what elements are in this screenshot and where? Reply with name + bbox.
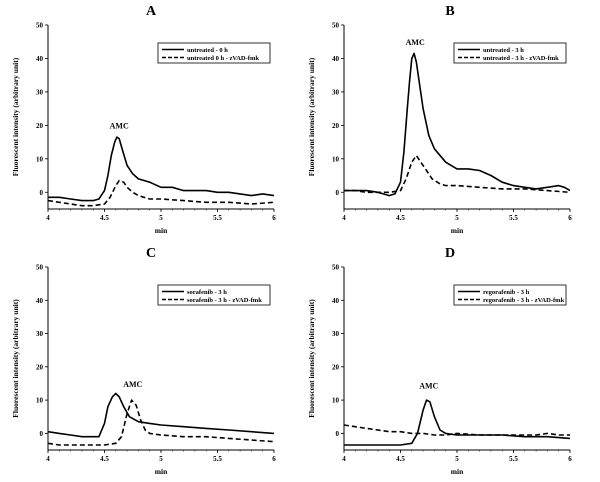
x-tick-label: 4 — [342, 214, 346, 222]
chart-panel-a: A 0 10 20 30 40 50 4 4.5 5 5.5 6 min Fluorescent inte… — [11, 4, 276, 235]
x-tick-label: 6 — [272, 214, 276, 222]
chart-panel-c: C 0 10 20 30 40 50 4 4.5 5 5.5 6 min Fluorescent inte… — [11, 246, 276, 476]
panel-title: A — [146, 4, 157, 19]
series-line-solid — [344, 52, 570, 197]
y-tick-label: 30 — [332, 88, 340, 96]
y-axis-label: Fluorescent intensity (arbitrary unit) — [11, 57, 20, 176]
y-tick-label: 40 — [332, 297, 340, 305]
y-tick-label: 50 — [332, 264, 340, 272]
y-tick-label: 50 — [332, 22, 340, 30]
x-tick-label: 4.5 — [100, 214, 109, 222]
y-tick-label: 0 — [336, 430, 340, 438]
y-tick-label: 0 — [336, 189, 340, 197]
x-tick-label: 5.5 — [213, 214, 222, 222]
y-tick-label: 20 — [332, 363, 340, 371]
series-line-solid — [48, 392, 274, 438]
panel-title: C — [146, 246, 156, 261]
series-line-dashed — [48, 179, 274, 207]
panel-title: D — [445, 246, 455, 261]
chart-panel-b: B 0 10 20 30 40 50 4 4.5 5 5.5 6 min Fluorescent inte… — [307, 4, 572, 235]
legend-box — [157, 284, 271, 306]
legend-label: untreated 0 h - zVAD-fmk — [187, 55, 259, 62]
x-tick-label: 4 — [46, 455, 50, 463]
series-line-dashed — [48, 399, 274, 446]
x-tick-label: 5.5 — [213, 455, 222, 463]
panel-title: B — [445, 4, 454, 19]
legend-label: untreated - 3 h - zVAD-fmk — [483, 55, 559, 62]
peak-annotation: AMC — [123, 380, 142, 389]
y-axis-label: Fluorescent intensity (arbitrary unit) — [307, 299, 316, 418]
y-tick-label: 50 — [36, 22, 44, 30]
x-tick-label: 6 — [568, 214, 572, 222]
y-tick-label: 50 — [36, 264, 44, 272]
peak-annotation: AMC — [419, 381, 438, 390]
y-tick-label: 30 — [332, 330, 340, 338]
x-tick-label: 4.5 — [396, 455, 405, 463]
legend-label: untreated - 0 h — [187, 47, 228, 54]
x-axis-label: min — [451, 226, 464, 235]
y-tick-label: 40 — [332, 55, 340, 63]
series-line-solid — [48, 136, 274, 202]
x-tick-label: 6 — [272, 455, 276, 463]
legend-box — [453, 284, 567, 306]
peak-annotation: AMC — [110, 122, 129, 131]
y-tick-label: 20 — [332, 122, 340, 130]
y-tick-label: 30 — [36, 88, 44, 96]
x-tick-label: 5 — [159, 455, 163, 463]
y-tick-label: 0 — [40, 189, 44, 197]
peak-annotation: AMC — [406, 38, 425, 47]
x-axis-label: min — [155, 467, 168, 476]
legend-label: regorafenib - 3 h - zVAD-fmk — [483, 297, 565, 304]
legend-label: untreated - 3 h — [483, 47, 524, 54]
x-tick-label: 5 — [455, 455, 459, 463]
legend-label: regorafenib - 3 h — [483, 289, 530, 296]
y-tick-label: 40 — [36, 55, 44, 63]
legend-label: sorafenib - 3 h - zVAD-fmk — [187, 297, 262, 304]
y-tick-label: 10 — [36, 397, 44, 405]
x-tick-label: 6 — [568, 455, 572, 463]
y-tick-label: 10 — [332, 397, 340, 405]
y-axis-label: Fluorescent intensity (arbitrary unit) — [307, 57, 316, 176]
y-tick-label: 10 — [332, 155, 340, 163]
y-tick-label: 10 — [36, 155, 44, 163]
y-tick-label: 20 — [36, 363, 44, 371]
x-tick-label: 4.5 — [396, 214, 405, 222]
x-axis-label: min — [451, 467, 464, 476]
x-tick-label: 5.5 — [509, 455, 518, 463]
series-line-dashed — [344, 154, 570, 194]
series-line-dashed — [344, 424, 570, 436]
x-tick-label: 4.5 — [100, 455, 109, 463]
x-axis-label: min — [155, 226, 168, 235]
y-tick-label: 0 — [40, 430, 44, 438]
y-tick-label: 20 — [36, 122, 44, 130]
x-tick-label: 5.5 — [509, 214, 518, 222]
y-tick-label: 30 — [36, 330, 44, 338]
x-tick-label: 4 — [46, 214, 50, 222]
legend-box — [157, 42, 271, 64]
x-tick-label: 4 — [342, 455, 346, 463]
chart-panel-d: D 0 10 20 30 40 50 4 4.5 5 5.5 6 min Fluorescent inte… — [307, 246, 572, 476]
x-tick-label: 5 — [455, 214, 459, 222]
legend-label: sorafenib - 3 h — [187, 289, 227, 296]
y-tick-label: 40 — [36, 297, 44, 305]
legend-box — [453, 42, 567, 64]
x-tick-label: 5 — [159, 214, 163, 222]
series-line-solid — [344, 399, 570, 446]
y-axis-label: Fluorescent intensity (arbitrary unit) — [11, 299, 20, 418]
